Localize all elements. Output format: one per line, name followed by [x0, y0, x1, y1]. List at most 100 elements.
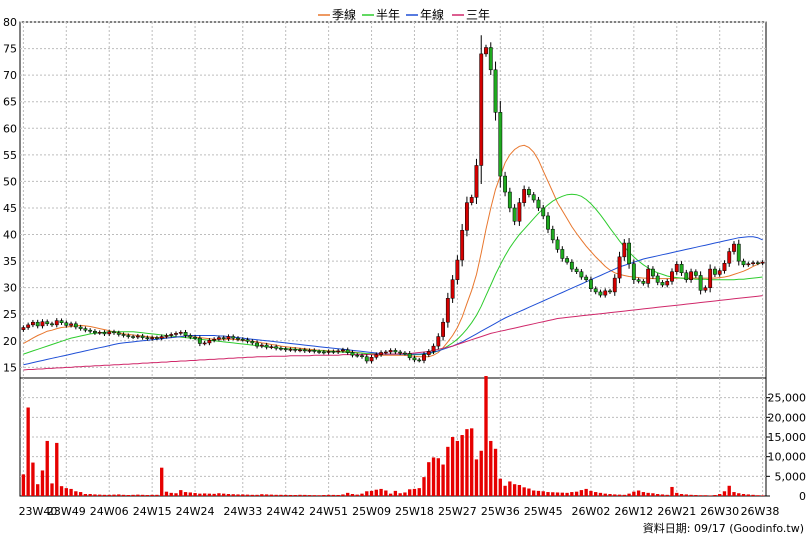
- volume-bar: [217, 493, 221, 496]
- candle: [317, 349, 321, 354]
- volume-bar: [408, 489, 412, 496]
- candle: [732, 241, 736, 255]
- volume-bar: [193, 493, 197, 496]
- candle-body: [159, 336, 164, 339]
- candle: [474, 158, 479, 204]
- moving-average-lines: [23, 144, 763, 371]
- legend-item: 年線: [406, 7, 444, 22]
- candle: [321, 350, 326, 355]
- candle-body: [69, 323, 73, 326]
- candle-body: [541, 207, 546, 217]
- volume-bar: [284, 494, 288, 496]
- candle: [422, 351, 426, 364]
- volume-bar: [279, 494, 283, 496]
- volume-bar: [188, 492, 192, 496]
- volume-bar: [107, 494, 111, 496]
- candle-body: [522, 189, 527, 203]
- price-tick-label: 70: [3, 69, 17, 82]
- candle-body: [598, 291, 603, 296]
- candle: [503, 171, 507, 197]
- x-tick-label: 23W49: [47, 505, 86, 518]
- volume-bar: [55, 442, 59, 496]
- candle: [379, 350, 383, 357]
- candle-body: [760, 261, 765, 264]
- candle-body: [245, 339, 250, 342]
- candle: [183, 329, 188, 338]
- candle: [755, 260, 760, 266]
- ma-line-q: [23, 144, 763, 358]
- candle-body: [722, 262, 727, 271]
- volume-bar: [670, 486, 674, 496]
- candle: [250, 339, 255, 346]
- volume-bar: [598, 492, 603, 496]
- candle-body: [26, 324, 31, 328]
- candle: [45, 319, 50, 326]
- candle: [116, 330, 121, 337]
- candle: [569, 259, 574, 272]
- candle-body: [293, 349, 298, 351]
- volume-tick-label: 25,000: [768, 392, 807, 405]
- price-tick-label: 80: [3, 16, 17, 29]
- candle-body: [727, 251, 732, 264]
- volume-bar: [64, 488, 68, 496]
- candle-body: [40, 321, 45, 327]
- chart-legend: 季線 半年 年線 三年: [318, 7, 490, 22]
- candle-body: [183, 332, 188, 336]
- candle-body: [331, 351, 336, 353]
- candle: [426, 349, 431, 357]
- candle-body: [302, 349, 307, 352]
- volume-bar: [179, 490, 183, 496]
- volume-tick-label: 20,000: [768, 411, 807, 424]
- volume-bar: [374, 489, 378, 496]
- candle: [698, 271, 703, 295]
- volume-bar: [126, 495, 130, 496]
- candle: [713, 266, 717, 278]
- candle: [298, 347, 302, 353]
- candle-body: [283, 348, 288, 351]
- candle: [627, 238, 631, 269]
- candle-body: [207, 340, 212, 344]
- candle: [93, 329, 97, 335]
- candle-body: [417, 359, 422, 362]
- candle: [579, 269, 584, 280]
- candle-body: [274, 346, 279, 349]
- volume-bar: [274, 494, 278, 496]
- candle-body: [426, 351, 431, 355]
- volume-bar: [69, 488, 73, 496]
- candle: [484, 44, 488, 57]
- volume-bar: [226, 494, 231, 496]
- volume-bar: [36, 484, 40, 496]
- candle-body: [126, 335, 131, 337]
- candle-body: [636, 279, 641, 282]
- volume-bar: [312, 495, 316, 496]
- candle-body: [307, 350, 312, 352]
- candle: [641, 279, 646, 286]
- candle-body: [460, 230, 465, 261]
- candle: [121, 332, 126, 338]
- candle-body: [59, 320, 64, 323]
- candle: [207, 338, 212, 346]
- candle-body: [713, 268, 717, 275]
- candle: [240, 337, 245, 342]
- candle: [560, 246, 565, 262]
- candle: [364, 354, 369, 364]
- candle: [35, 319, 40, 329]
- volume-bar: [198, 493, 202, 496]
- candle-body: [708, 268, 713, 288]
- volume-bar: [455, 440, 460, 496]
- volume-bar: [59, 486, 64, 496]
- volume-bar: [45, 440, 49, 496]
- candle: [679, 261, 684, 276]
- candle: [383, 350, 388, 355]
- candle-body: [169, 334, 174, 336]
- candle: [622, 239, 627, 261]
- volume-bar: [298, 494, 302, 496]
- candle-body: [498, 112, 503, 177]
- candle: [336, 348, 341, 354]
- volume-bar: [551, 492, 555, 496]
- candle-body: [21, 327, 26, 330]
- volume-bar: [532, 490, 536, 496]
- candle-body: [50, 323, 54, 326]
- volume-bar: [164, 491, 169, 496]
- candle: [760, 260, 765, 266]
